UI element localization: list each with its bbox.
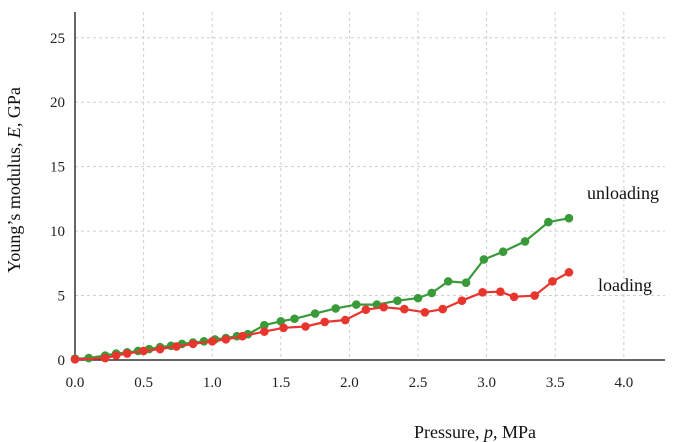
- grid: [74, 12, 665, 361]
- data-point-loading: [100, 353, 110, 363]
- data-point-unloading: [461, 278, 471, 287]
- data-point-loading: [457, 296, 467, 306]
- data-point-loading: [279, 323, 288, 333]
- data-point-unloading: [427, 288, 437, 298]
- x-tick-label: 1.5: [271, 375, 290, 391]
- x-tick-label: 2.0: [340, 375, 359, 391]
- x-tick-label: 1.0: [203, 375, 222, 391]
- data-point-loading: [379, 302, 389, 312]
- data-point-unloading: [351, 300, 361, 309]
- series-label-unloading: unloading: [587, 183, 659, 203]
- data-point-unloading: [290, 314, 299, 324]
- x-tick-label: 0.5: [134, 375, 153, 391]
- data-point-loading: [238, 331, 247, 341]
- data-point-loading: [496, 287, 505, 296]
- data-point-loading: [122, 349, 132, 358]
- y-tick-label: 0: [58, 353, 66, 369]
- data-point-unloading: [443, 277, 453, 286]
- x-tick-label: 0.0: [66, 375, 85, 391]
- x-tick-label: 3.5: [546, 375, 565, 391]
- tick-labels: 0.0 0.5 1.0 1.5 2.0 2.5 3.0 3.5 4.0 0 5 10 15 20 25: [50, 31, 633, 391]
- data-point-loading: [155, 344, 165, 354]
- x-tick-label: 4.0: [614, 375, 633, 391]
- y-tick-label: 20: [50, 95, 65, 111]
- data-point-unloading: [393, 296, 402, 306]
- data-point-loading: [361, 305, 371, 315]
- series-labels: unloading loading: [587, 183, 659, 295]
- x-axis-title: Pressure, p, MPa: [414, 422, 536, 442]
- axes: [74, 12, 665, 361]
- data-point-loading: [320, 317, 330, 327]
- data-point-unloading: [564, 213, 574, 223]
- data-point-loading: [70, 355, 80, 364]
- data-point-loading: [530, 291, 539, 300]
- data-point-unloading: [372, 300, 382, 309]
- data-point-loading: [207, 337, 217, 346]
- data-point-loading: [301, 322, 310, 331]
- data-point-loading: [172, 342, 181, 351]
- data-point-unloading: [520, 237, 530, 246]
- series-label-loading: loading: [598, 275, 652, 295]
- data-point-unloading: [331, 304, 340, 313]
- y-axis-title: Young’s modulus, E, GPa: [4, 87, 24, 273]
- series-line-unloading: [74, 217, 570, 360]
- data-point-unloading: [498, 247, 508, 257]
- data-point-loading: [188, 339, 198, 349]
- data-point-loading: [400, 304, 409, 314]
- data-point-loading: [548, 277, 557, 286]
- x-tick-label: 2.5: [409, 375, 428, 391]
- data-point-loading: [139, 346, 148, 356]
- y-tick-label: 25: [50, 31, 65, 47]
- x-tick-label: 3.0: [477, 375, 496, 391]
- data-point-loading: [564, 268, 574, 277]
- data-point-loading: [111, 351, 121, 360]
- y-tick-label: 15: [50, 160, 65, 176]
- y-tick-label: 5: [58, 289, 66, 305]
- y-tick-label: 10: [50, 224, 65, 240]
- series-line-loading: [74, 271, 570, 361]
- data-point-unloading: [276, 317, 286, 326]
- data-point-loading: [509, 292, 519, 302]
- data-point-unloading: [310, 309, 320, 318]
- data-point-loading: [478, 288, 487, 297]
- data-point-unloading: [260, 320, 269, 330]
- series: [70, 213, 574, 364]
- data-point-loading: [221, 335, 231, 344]
- data-point-unloading: [413, 293, 423, 303]
- data-point-loading: [341, 315, 350, 325]
- data-point-unloading: [544, 217, 553, 227]
- data-point-loading: [438, 304, 448, 314]
- data-point-loading: [260, 327, 269, 336]
- data-point-loading: [420, 308, 430, 317]
- data-point-unloading: [479, 255, 489, 264]
